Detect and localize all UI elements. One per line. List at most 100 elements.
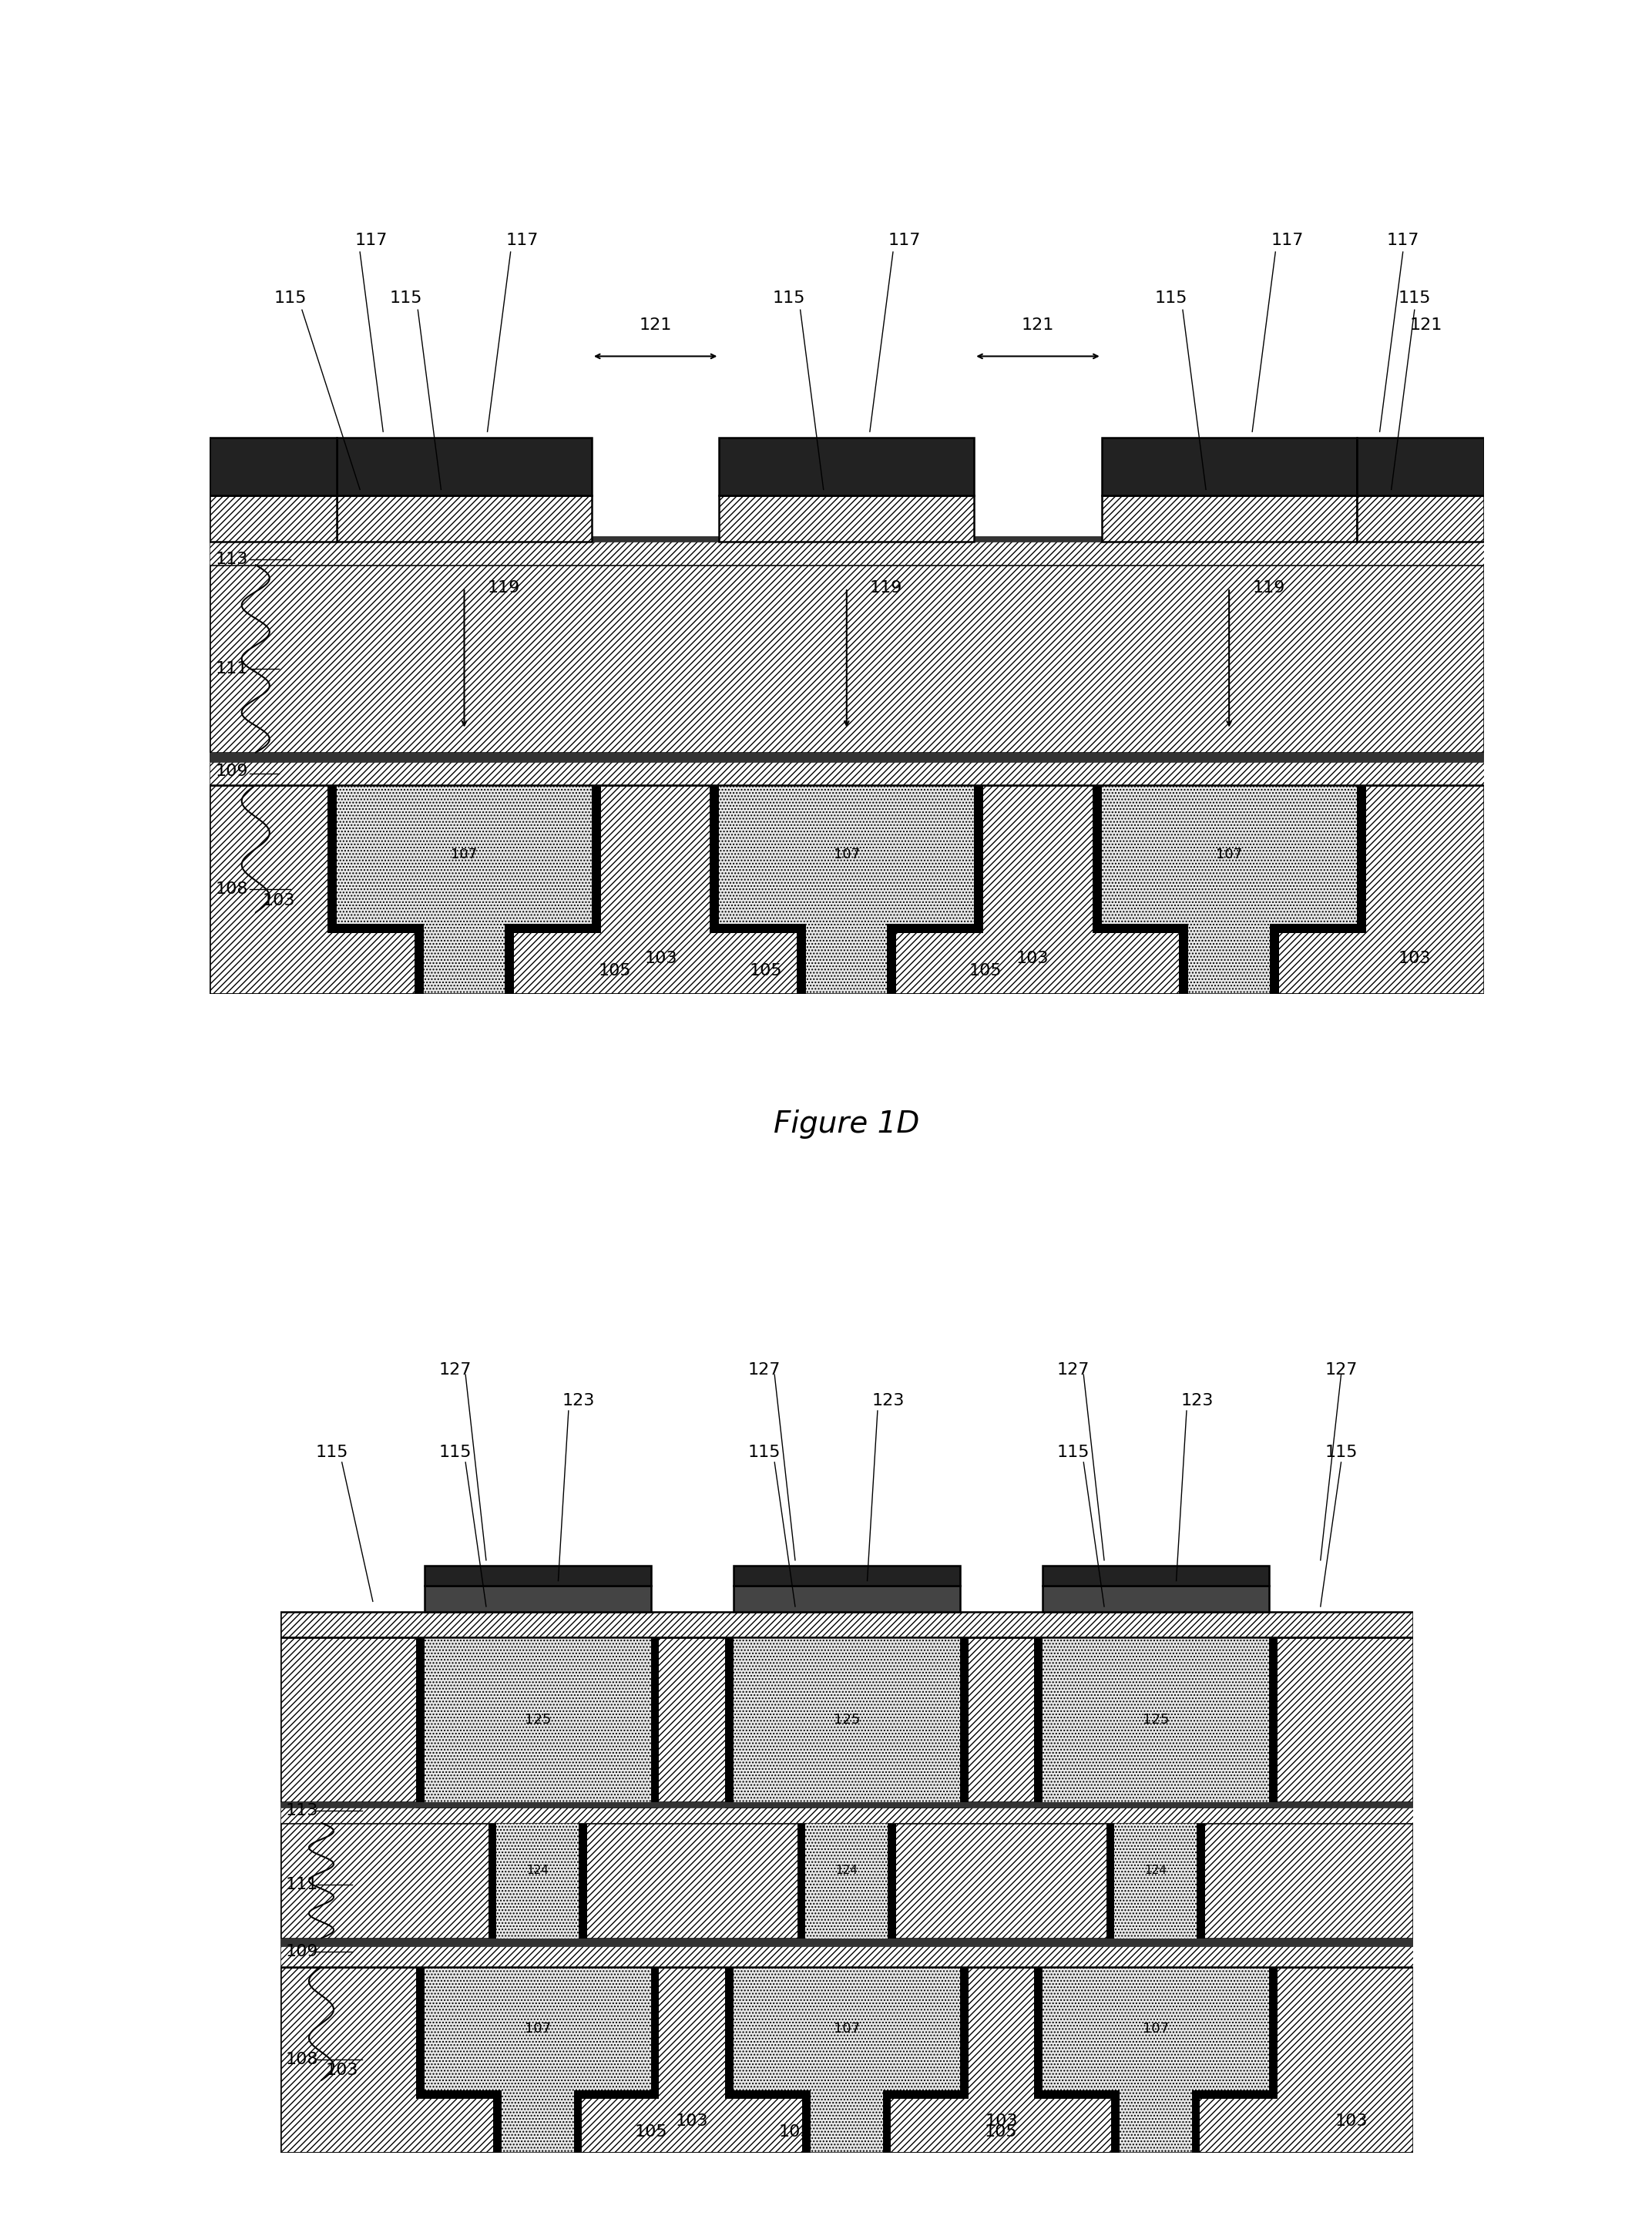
- Text: 107: 107: [834, 2022, 859, 2035]
- Text: 125: 125: [1143, 1713, 1170, 1726]
- Text: 123: 123: [872, 1394, 904, 1409]
- Bar: [733, 1587, 960, 1611]
- Bar: [416, 1638, 659, 1811]
- Text: 115: 115: [1155, 291, 1188, 306]
- Bar: [502, 2090, 573, 2152]
- Text: 117: 117: [889, 233, 920, 249]
- Text: Figure 1D: Figure 1D: [773, 1110, 920, 1138]
- Bar: [733, 1564, 960, 1587]
- Text: 115: 115: [773, 291, 805, 306]
- Text: 115: 115: [316, 1445, 349, 1460]
- Text: 113: 113: [215, 550, 248, 566]
- Bar: [425, 1638, 651, 1802]
- Bar: [719, 786, 975, 923]
- Bar: [1120, 2090, 1191, 2152]
- Bar: [725, 1966, 968, 2099]
- Bar: [327, 786, 601, 934]
- Text: 124: 124: [527, 1864, 548, 1875]
- Text: 121: 121: [1409, 317, 1442, 333]
- Bar: [733, 1966, 960, 2090]
- Text: 103: 103: [985, 2115, 1018, 2130]
- Bar: [1042, 1966, 1269, 2090]
- Bar: [210, 437, 337, 495]
- Text: 125: 125: [524, 1713, 550, 1726]
- Bar: [423, 923, 506, 994]
- Bar: [811, 2090, 882, 2152]
- Bar: [425, 1564, 651, 1587]
- Bar: [725, 1638, 968, 1811]
- Bar: [1042, 1587, 1269, 1611]
- Text: 124: 124: [1145, 1864, 1166, 1875]
- Text: 103: 103: [676, 2115, 709, 2130]
- Text: 105: 105: [598, 963, 631, 979]
- Text: 107: 107: [1143, 2022, 1170, 2035]
- Bar: [337, 786, 591, 923]
- Text: 115: 115: [390, 291, 423, 306]
- Text: 121: 121: [639, 317, 672, 333]
- Text: 119: 119: [871, 581, 902, 595]
- Bar: [1102, 786, 1356, 923]
- Bar: [1102, 437, 1356, 495]
- Text: 109: 109: [286, 1944, 317, 1959]
- Bar: [1188, 923, 1270, 994]
- Text: 107: 107: [451, 848, 477, 861]
- Text: 127: 127: [1325, 1362, 1358, 1378]
- Bar: [210, 541, 1483, 566]
- Bar: [210, 566, 1483, 752]
- Text: 109: 109: [215, 763, 248, 779]
- Text: 124: 124: [836, 1864, 857, 1875]
- Bar: [1042, 1638, 1269, 1802]
- Bar: [1092, 786, 1366, 934]
- Text: 119: 119: [487, 581, 520, 595]
- Text: 123: 123: [1181, 1394, 1213, 1409]
- Text: 115: 115: [748, 1445, 781, 1460]
- Bar: [806, 923, 887, 994]
- Text: 115: 115: [1057, 1445, 1090, 1460]
- Text: 121: 121: [1021, 317, 1054, 333]
- Text: 125: 125: [833, 1713, 861, 1726]
- Text: 105: 105: [970, 963, 1003, 979]
- Text: 107: 107: [834, 848, 859, 861]
- Text: 103: 103: [1016, 952, 1049, 967]
- Bar: [489, 1793, 586, 1937]
- Text: 117: 117: [355, 233, 388, 249]
- Text: 103: 103: [644, 952, 677, 967]
- Text: 115: 115: [439, 1445, 471, 1460]
- Bar: [806, 1802, 887, 1937]
- Bar: [1102, 495, 1356, 541]
- Text: 117: 117: [506, 233, 539, 249]
- Bar: [415, 914, 514, 994]
- Bar: [210, 752, 1483, 761]
- Text: 107: 107: [524, 2022, 550, 2035]
- Bar: [281, 1638, 1412, 1802]
- Text: 108: 108: [286, 2053, 317, 2068]
- Text: 105: 105: [634, 2124, 667, 2139]
- Text: 127: 127: [748, 1362, 780, 1378]
- Bar: [281, 1946, 1412, 1966]
- Bar: [1356, 437, 1483, 495]
- Text: 119: 119: [1252, 581, 1285, 595]
- Bar: [281, 1806, 1412, 1822]
- Text: 105: 105: [748, 963, 781, 979]
- Text: 108: 108: [215, 881, 248, 896]
- Text: 103: 103: [325, 2061, 358, 2077]
- Bar: [494, 2081, 582, 2152]
- Text: 115: 115: [1325, 1445, 1358, 1460]
- Text: 117: 117: [1386, 233, 1419, 249]
- Bar: [710, 786, 983, 934]
- Bar: [210, 761, 1483, 786]
- Bar: [281, 1611, 1412, 1638]
- Text: 123: 123: [562, 1394, 595, 1409]
- Text: 103: 103: [263, 894, 296, 908]
- Text: 115: 115: [274, 291, 307, 306]
- Text: 103: 103: [1398, 952, 1431, 967]
- Bar: [1034, 1638, 1277, 1811]
- Bar: [210, 786, 1483, 994]
- Bar: [1034, 1966, 1277, 2099]
- Bar: [733, 1638, 960, 1802]
- Bar: [1107, 1793, 1204, 1937]
- Bar: [803, 2081, 890, 2152]
- Text: 127: 127: [439, 1362, 471, 1378]
- Bar: [496, 1802, 578, 1937]
- Bar: [281, 1966, 1412, 2152]
